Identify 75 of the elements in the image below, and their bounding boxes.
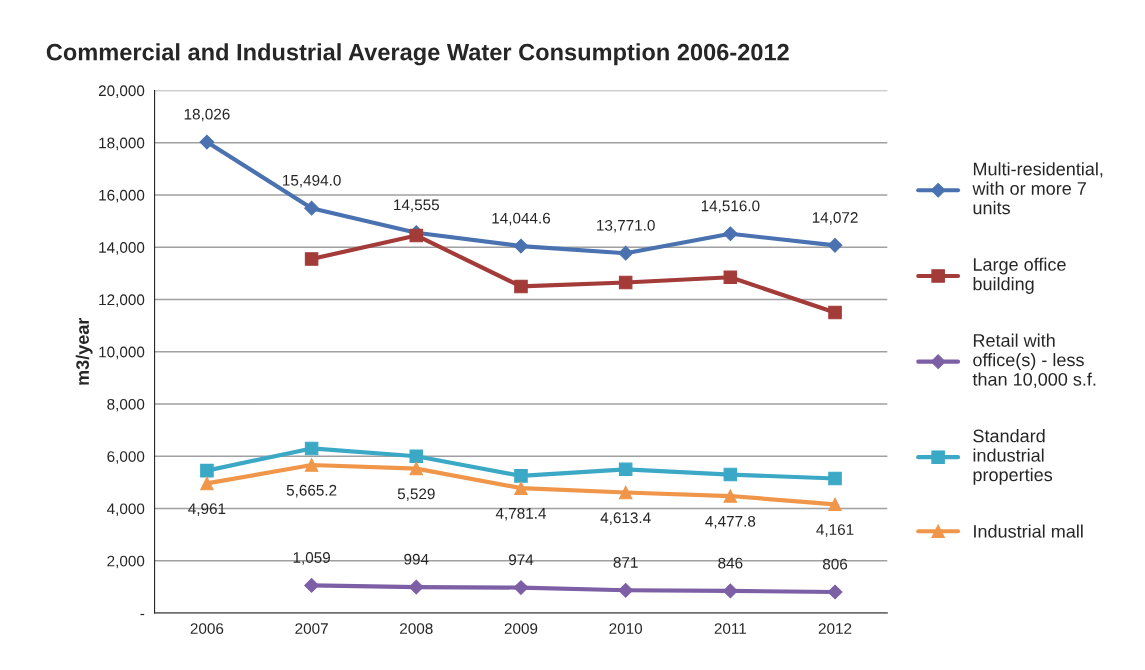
point xyxy=(514,469,528,483)
legend-label: Large office building xyxy=(973,257,1066,294)
data-label: 14,555 xyxy=(394,199,440,213)
x-tick-label: 2010 xyxy=(609,623,643,634)
legend-label: Retail with office(s) - less than 10,000 s.f. xyxy=(972,333,1096,388)
legend-label: Industrial mall xyxy=(974,524,1083,538)
x-tick-label: 2012 xyxy=(818,623,852,634)
data-label: 1,059 xyxy=(293,552,330,565)
y-tick-label: 6,000 xyxy=(107,451,145,464)
x-tick-label: 2007 xyxy=(295,623,328,634)
y-tick-label: 8,000 xyxy=(107,398,145,412)
data-label: 806 xyxy=(822,558,848,570)
point xyxy=(409,449,424,464)
x-tick-label: 2011 xyxy=(714,623,747,634)
point xyxy=(722,226,738,242)
point xyxy=(828,305,842,320)
data-label: 14,072 xyxy=(812,212,858,225)
point xyxy=(514,279,528,294)
data-label: 15,494.0 xyxy=(283,174,341,188)
point xyxy=(304,252,319,266)
data-label: 4,477.8 xyxy=(705,515,756,529)
data-label: 871 xyxy=(613,557,638,568)
point xyxy=(408,579,424,595)
chart-title: Commercial and Industrial Average Water Consumption 2006-2012 xyxy=(46,43,789,66)
x-tick-label: 2009 xyxy=(504,623,538,634)
y-tick-label: 18,000 xyxy=(99,137,145,151)
point xyxy=(827,237,843,253)
y-tick-label: 16,000 xyxy=(99,189,145,203)
point xyxy=(409,461,424,476)
point xyxy=(618,462,633,477)
data-label: 846 xyxy=(718,557,743,569)
data-label: 5,665.2 xyxy=(286,484,337,498)
x-tick-label: 2008 xyxy=(400,623,433,634)
data-label: 974 xyxy=(508,554,534,566)
y-tick-label: 20,000 xyxy=(98,85,145,98)
point xyxy=(828,497,842,512)
point xyxy=(723,467,738,482)
data-label: 4,613.4 xyxy=(600,512,651,525)
point xyxy=(723,489,738,503)
x-tick-label: 2006 xyxy=(190,623,224,634)
data-label: 4,781.4 xyxy=(495,507,547,521)
data-label: 4,961 xyxy=(188,503,226,516)
data-label: 994 xyxy=(404,553,429,565)
point xyxy=(827,584,843,600)
point xyxy=(199,134,215,150)
legend-label: Multi-residential, with or more 7 units xyxy=(972,162,1103,215)
point xyxy=(618,582,634,598)
point xyxy=(618,245,634,261)
data-label: 13,771.0 xyxy=(597,219,655,233)
point xyxy=(723,270,738,285)
point xyxy=(304,458,319,472)
point xyxy=(304,200,319,216)
y-tick-label: 12,000 xyxy=(99,294,145,307)
point xyxy=(828,471,842,486)
data-label: 18,026 xyxy=(184,108,230,122)
y-tick-label: 4,000 xyxy=(106,503,145,517)
point xyxy=(618,275,633,290)
y-axis-title: m3/year xyxy=(75,317,93,385)
y-tick-label: 10,000 xyxy=(99,346,145,360)
point xyxy=(304,441,319,456)
legend-label: Standard industrial properties xyxy=(973,429,1053,485)
point xyxy=(200,476,214,491)
data-label: 5,529 xyxy=(397,488,435,502)
point xyxy=(513,238,529,254)
y-tick-label: - xyxy=(140,613,145,616)
point xyxy=(513,580,529,595)
point xyxy=(304,577,319,593)
data-label: 14,044.6 xyxy=(492,212,551,226)
point xyxy=(618,485,633,500)
y-tick-label: 2,000 xyxy=(107,555,145,569)
data-label: 14,516.0 xyxy=(701,200,760,214)
point xyxy=(200,463,214,478)
y-tick-label: 14,000 xyxy=(99,242,145,255)
data-label: 4,161 xyxy=(816,524,854,537)
point xyxy=(514,481,528,495)
